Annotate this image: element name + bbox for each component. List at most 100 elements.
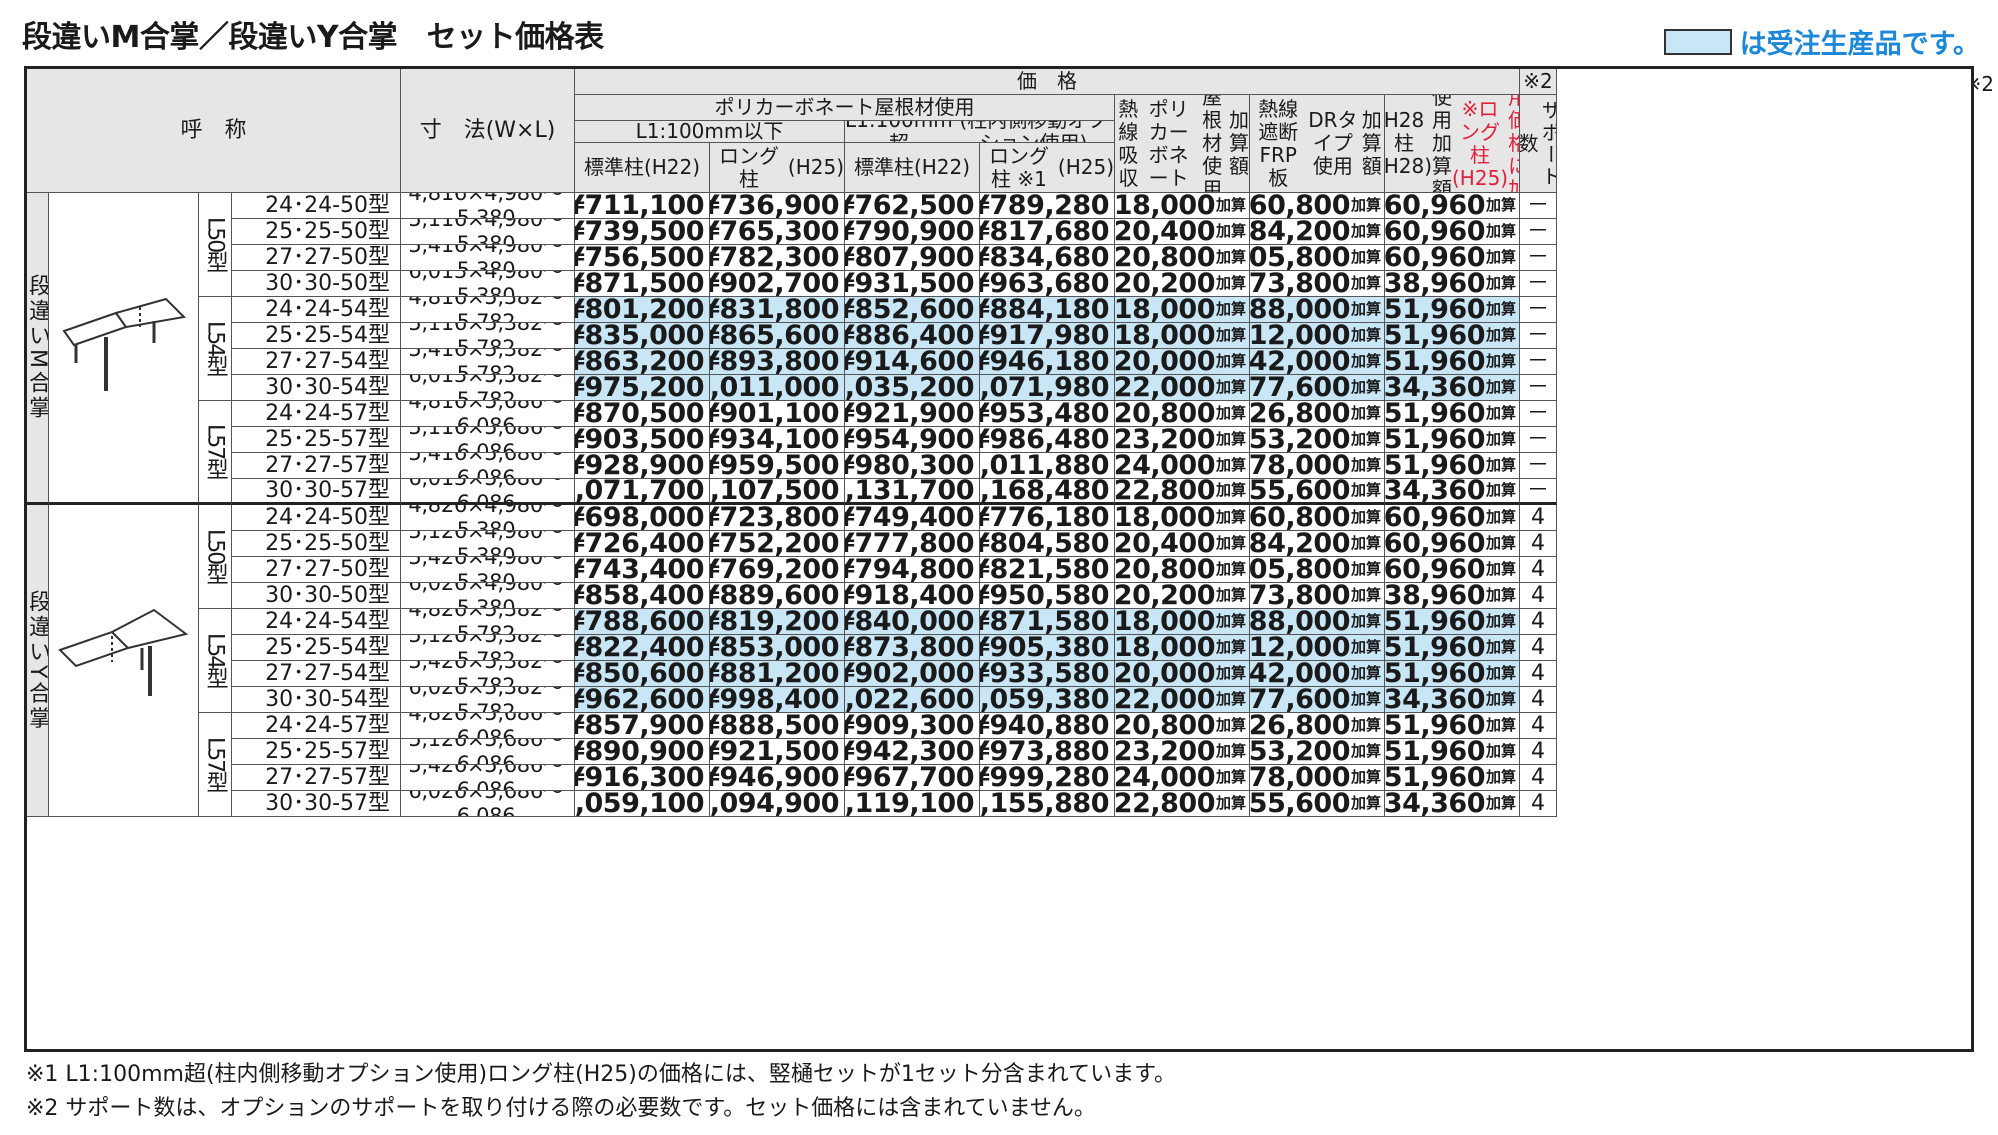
header-h28: H28柱(H28)使用加算額※ロング柱(H25)使用価格に加算 xyxy=(1385,95,1520,193)
add-amount: ¥526,800 xyxy=(1250,713,1350,739)
price-value: ¥788,600 xyxy=(575,609,710,635)
dimension-value: 4,816×4,980～5,380 xyxy=(401,193,575,219)
model-name: 27･27-54型 xyxy=(232,349,401,375)
subgroup-label: L57型 xyxy=(199,713,232,817)
header-frp-2: DRタイプ使用 xyxy=(1308,108,1358,178)
price-value: ¥903,500 xyxy=(575,427,710,453)
price-value: ¥873,800 xyxy=(845,635,980,661)
dimension-value: 4,816×5,686～6,086 xyxy=(401,401,575,427)
dimension-value: 6,026×5,382～5,782 xyxy=(401,687,575,713)
header-l1b-2: (柱内側移動オプション使用) xyxy=(959,121,1107,143)
price-value: ¥916,300 xyxy=(575,765,710,791)
dimension-value: 5,416×4,980～5,380 xyxy=(401,245,575,271)
price-value: ¥723,800 xyxy=(710,505,845,531)
add-suffix: 加算 xyxy=(1350,455,1381,474)
price-value: ¥946,900 xyxy=(710,765,845,791)
add-amount: ¥488,000 xyxy=(1250,297,1350,323)
support-count: － xyxy=(1520,375,1557,401)
model-name: 24･24-57型 xyxy=(232,401,401,427)
header-col-1: 標準柱 (H22) xyxy=(575,143,710,193)
add-amount: ¥151,960 xyxy=(1385,713,1485,739)
price-value: ¥963,680 xyxy=(980,271,1115,297)
model-name: 27･27-57型 xyxy=(232,765,401,791)
header-frp-3: 加算額 xyxy=(1361,108,1382,178)
add-suffix: 加算 xyxy=(1350,689,1381,708)
price-value: ¥998,400 xyxy=(710,687,845,713)
add-amount: ¥160,960 xyxy=(1385,505,1485,531)
header-heat-4: 加算額 xyxy=(1228,108,1249,178)
add-suffix: 加算 xyxy=(1350,325,1381,344)
support-count: 4 xyxy=(1520,557,1557,583)
price-value: ¥1,059,100 xyxy=(575,791,710,817)
add-amount: ¥18,000 xyxy=(1115,323,1215,349)
price-value: ¥946,180 xyxy=(980,349,1115,375)
price-value: ¥959,500 xyxy=(710,453,845,479)
support-count: 4 xyxy=(1520,765,1557,791)
add-suffix: 加算 xyxy=(1485,480,1516,499)
add-suffix: 加算 xyxy=(1215,585,1246,604)
price-value: ¥921,500 xyxy=(710,739,845,765)
support-count: － xyxy=(1520,297,1557,323)
price-value: ¥711,100 xyxy=(575,193,710,219)
model-name: 30･30-50型 xyxy=(232,271,401,297)
price-value: ¥1,107,500 xyxy=(710,479,845,505)
add-suffix: 加算 xyxy=(1485,195,1516,214)
price-value: ¥905,380 xyxy=(980,635,1115,661)
add-suffix: 加算 xyxy=(1215,221,1246,240)
add-suffix: 加算 xyxy=(1350,480,1381,499)
add-suffix: 加算 xyxy=(1350,377,1381,396)
price-value: ¥871,580 xyxy=(980,609,1115,635)
add-amount: ¥134,360 xyxy=(1385,791,1485,817)
price-value: ¥1,011,000 xyxy=(710,375,845,401)
price-value: ¥1,155,880 xyxy=(980,791,1115,817)
header-h28-1: H28柱(H28) xyxy=(1385,108,1432,178)
price-value: ¥871,500 xyxy=(575,271,710,297)
add-suffix: 加算 xyxy=(1215,429,1246,448)
support-count: － xyxy=(1520,271,1557,297)
price-value: ¥776,180 xyxy=(980,505,1115,531)
subgroup-label: L50型 xyxy=(199,193,232,297)
add-suffix: 加算 xyxy=(1215,637,1246,656)
add-suffix: 加算 xyxy=(1215,195,1246,214)
price-value: ¥863,200 xyxy=(575,349,710,375)
add-amount: ¥573,800 xyxy=(1250,271,1350,297)
header-col-4-a: ロング柱 ※1 xyxy=(988,143,1049,191)
header-note2-mark: ※2 xyxy=(1520,69,1557,95)
add-suffix: 加算 xyxy=(1485,793,1516,812)
support-count: 4 xyxy=(1520,583,1557,609)
add-suffix: 加算 xyxy=(1350,663,1381,682)
add-suffix: 加算 xyxy=(1485,741,1516,760)
header-l1-gt100: L1:100mm超 (柱内側移動オプション使用) xyxy=(845,121,1115,143)
add-amount: ¥151,960 xyxy=(1385,453,1485,479)
add-amount: ¥526,800 xyxy=(1250,401,1350,427)
header-col-3: 標準柱 (H22) xyxy=(845,143,980,193)
price-value: ¥893,800 xyxy=(710,349,845,375)
price-value: ¥986,480 xyxy=(980,427,1115,453)
price-value: ¥962,600 xyxy=(575,687,710,713)
price-value: ¥1,059,380 xyxy=(980,687,1115,713)
add-suffix: 加算 xyxy=(1350,429,1381,448)
add-suffix: 加算 xyxy=(1350,637,1381,656)
header-frp: 熱線遮断FRP板 DRタイプ使用 加算額 xyxy=(1250,95,1385,193)
price-value: ¥999,280 xyxy=(980,765,1115,791)
price-value: ¥884,180 xyxy=(980,297,1115,323)
add-suffix: 加算 xyxy=(1485,325,1516,344)
model-name: 30･30-54型 xyxy=(232,687,401,713)
price-value: ¥865,600 xyxy=(710,323,845,349)
price-value: ¥980,300 xyxy=(845,453,980,479)
header-support: サポート数 xyxy=(1520,95,1557,193)
header-h28-4: 使用価格に加算 xyxy=(1508,95,1519,192)
add-suffix: 加算 xyxy=(1350,221,1381,240)
